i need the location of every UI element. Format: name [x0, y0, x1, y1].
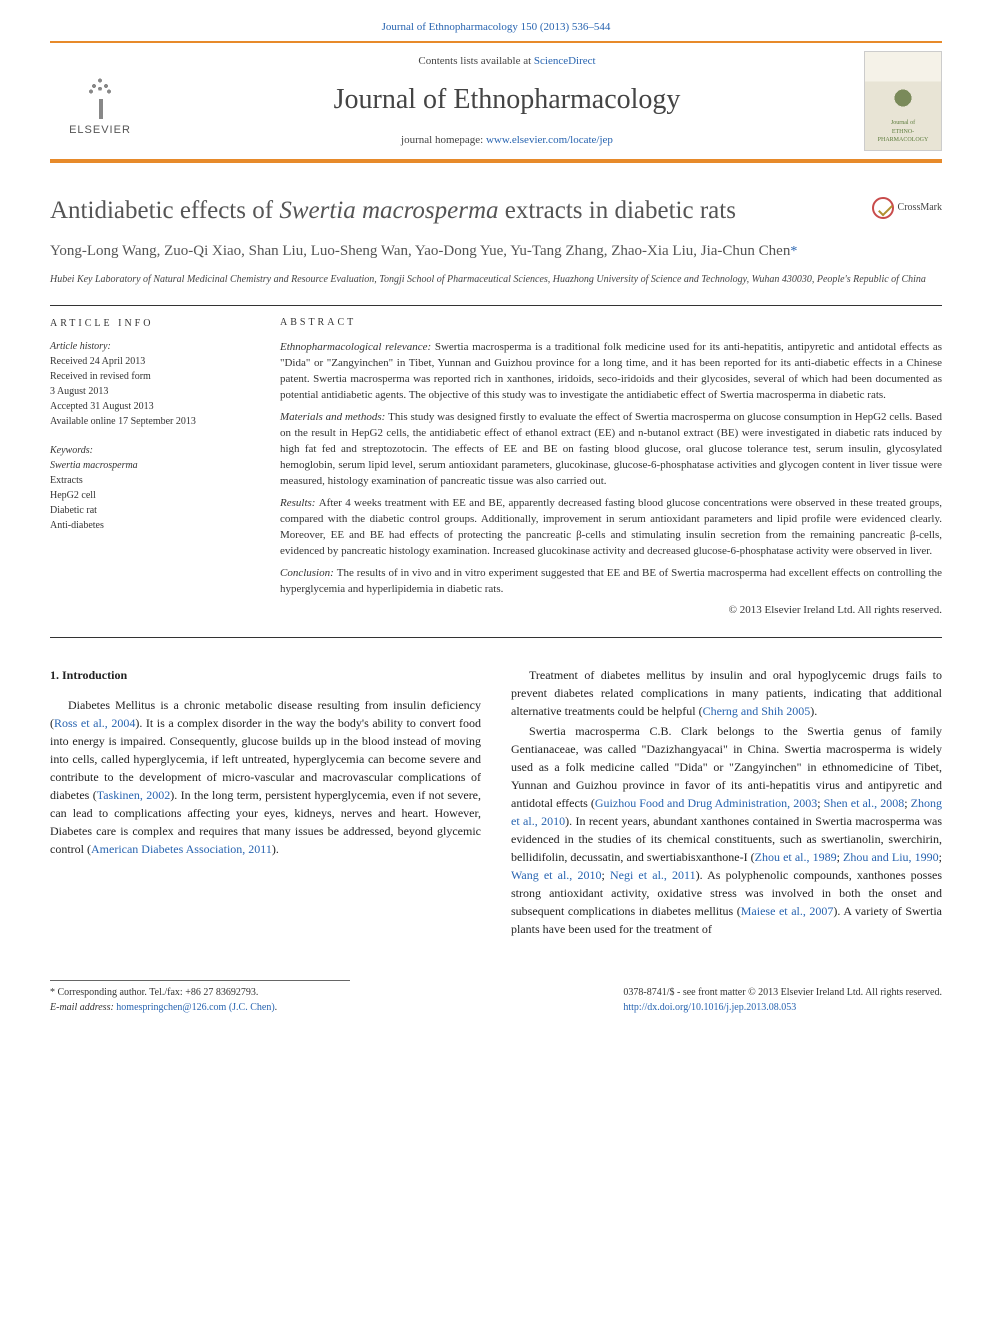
keyword-1: Extracts: [50, 473, 250, 488]
body-column-left: 1. Introduction Diabetes Mellitus is a c…: [50, 666, 481, 940]
header-center: Contents lists available at ScienceDirec…: [150, 54, 864, 148]
ref-ross-2004[interactable]: Ross et al., 2004: [54, 716, 135, 730]
issn-line: 0378-8741/$ - see front matter © 2013 El…: [623, 985, 942, 1000]
keyword-2: HepG2 cell: [50, 488, 250, 503]
col2-p2g: ;: [601, 868, 609, 882]
abstract-p2: Materials and methods: This study was de…: [280, 410, 942, 490]
article-info-block: article info Article history: Received 2…: [50, 316, 250, 620]
ref-taskinen-2002[interactable]: Taskinen, 2002: [97, 788, 171, 802]
ref-zhou-liu-1990[interactable]: Zhou and Liu, 1990: [843, 850, 939, 864]
journal-citation[interactable]: Journal of Ethnopharmacology 150 (2013) …: [0, 0, 992, 41]
intro-heading: 1. Introduction: [50, 666, 481, 684]
abs-p3-label: Results:: [280, 497, 319, 509]
page-footer: * Corresponding author. Tel./fax: +86 27…: [50, 980, 942, 1015]
email-suffix: .: [275, 1002, 278, 1013]
publisher-logo[interactable]: ELSEVIER: [50, 60, 150, 142]
abstract-p4: Conclusion: The results of in vivo and i…: [280, 566, 942, 598]
email-label: E-mail address:: [50, 1002, 116, 1013]
intro-p1d: ).: [272, 842, 279, 856]
journal-name: Journal of Ethnopharmacology: [150, 80, 864, 119]
ref-guizhou-2003[interactable]: Guizhou Food and Drug Administration, 20…: [595, 796, 817, 810]
authors-list: Yong-Long Wang, Zuo-Qi Xiao, Shan Liu, L…: [50, 240, 942, 263]
title-post: extracts in diabetic rats: [499, 197, 736, 224]
ref-shen-2008[interactable]: Shen et al., 2008: [824, 796, 905, 810]
corr-email-link[interactable]: homespringchen@126.com (J.C. Chen): [116, 1002, 274, 1013]
col2-p2: Swertia macrosperma C.B. Clark belongs t…: [511, 722, 942, 938]
ref-wang-2010[interactable]: Wang et al., 2010: [511, 868, 601, 882]
homepage-line: journal homepage: www.elsevier.com/locat…: [150, 133, 864, 148]
abs-p3-text: After 4 weeks treatment with EE and BE, …: [280, 497, 942, 557]
intro-p1: Diabetes Mellitus is a chronic metabolic…: [50, 696, 481, 858]
abstract-p3: Results: After 4 weeks treatment with EE…: [280, 496, 942, 560]
revised-line1: Received in revised form: [50, 369, 250, 384]
keywords-label: Keywords:: [50, 443, 250, 458]
ref-negi-2011[interactable]: Negi et al., 2011: [610, 868, 696, 882]
divider: [50, 305, 942, 306]
homepage-link[interactable]: www.elsevier.com/locate/jep: [486, 134, 613, 146]
ref-ada-2011[interactable]: American Diabetes Association, 2011: [91, 842, 272, 856]
publisher-name: ELSEVIER: [69, 123, 131, 138]
received-date: Received 24 April 2013: [50, 354, 250, 369]
keyword-4: Anti-diabetes: [50, 518, 250, 533]
accepted-date: Accepted 31 August 2013: [50, 399, 250, 414]
corr-author-note: * Corresponding author. Tel./fax: +86 27…: [50, 985, 350, 1000]
history-label: Article history:: [50, 339, 250, 354]
cover-emblem-icon: [888, 83, 918, 113]
issn-footer: 0378-8741/$ - see front matter © 2013 El…: [623, 985, 942, 1015]
col2-p1b: ).: [810, 704, 817, 718]
abstract-heading: abstract: [280, 316, 942, 331]
journal-cover-thumbnail[interactable]: Journal of ETHNO- PHARMACOLOGY: [864, 51, 942, 151]
abs-p4-text: The results of in vivo and in vitro expe…: [280, 567, 942, 595]
copyright: © 2013 Elsevier Ireland Ltd. All rights …: [280, 603, 942, 619]
cover-line1: Journal of: [891, 119, 915, 127]
homepage-prefix: journal homepage:: [401, 134, 486, 146]
affiliation: Hubei Key Laboratory of Natural Medicina…: [50, 273, 942, 287]
authors-text: Yong-Long Wang, Zuo-Qi Xiao, Shan Liu, L…: [50, 243, 790, 259]
ref-zhou-1989[interactable]: Zhou et al., 1989: [755, 850, 837, 864]
body-columns: 1. Introduction Diabetes Mellitus is a c…: [50, 666, 942, 940]
ref-cherng-2005[interactable]: Cherng and Shih 2005: [703, 704, 811, 718]
ref-maiese-2007[interactable]: Maiese et al., 2007: [741, 904, 834, 918]
online-date: Available online 17 September 2013: [50, 414, 250, 429]
abs-p4-label: Conclusion:: [280, 567, 337, 579]
doi-link[interactable]: http://dx.doi.org/10.1016/j.jep.2013.08.…: [623, 1002, 796, 1013]
article-info-heading: article info: [50, 316, 250, 331]
crossmark-badge[interactable]: CrossMark: [872, 197, 942, 219]
abs-p2-label: Materials and methods:: [280, 411, 388, 423]
article-title: Antidiabetic effects of Swertia macrospe…: [50, 193, 852, 228]
corresponding-footer: * Corresponding author. Tel./fax: +86 27…: [50, 980, 350, 1015]
crossmark-icon: [872, 197, 894, 219]
divider-2: [50, 637, 942, 638]
col2-p2f: ;: [939, 850, 942, 864]
journal-header: ELSEVIER Contents lists available at Sci…: [50, 41, 942, 163]
keyword-3: Diabetic rat: [50, 503, 250, 518]
title-species: Swertia macrosperma: [279, 197, 498, 224]
contents-prefix: Contents lists available at: [418, 55, 533, 67]
crossmark-label: CrossMark: [898, 201, 942, 215]
corresponding-mark[interactable]: *: [790, 244, 797, 259]
col2-p1: Treatment of diabetes mellitus by insuli…: [511, 666, 942, 720]
keyword-0: Swertia macrosperma: [50, 458, 250, 473]
elsevier-tree-icon: [70, 64, 130, 119]
cover-line3: PHARMACOLOGY: [878, 136, 929, 144]
sciencedirect-link[interactable]: ScienceDirect: [534, 55, 596, 67]
revised-line2: 3 August 2013: [50, 384, 250, 399]
contents-line: Contents lists available at ScienceDirec…: [150, 54, 864, 69]
body-column-right: Treatment of diabetes mellitus by insuli…: [511, 666, 942, 940]
abs-p1-label: Ethnopharmacological relevance:: [280, 341, 435, 353]
abstract-block: abstract Ethnopharmacological relevance:…: [280, 316, 942, 620]
abstract-p1: Ethnopharmacological relevance: Swertia …: [280, 340, 942, 404]
title-pre: Antidiabetic effects of: [50, 197, 279, 224]
cover-line2: ETHNO-: [892, 128, 914, 136]
